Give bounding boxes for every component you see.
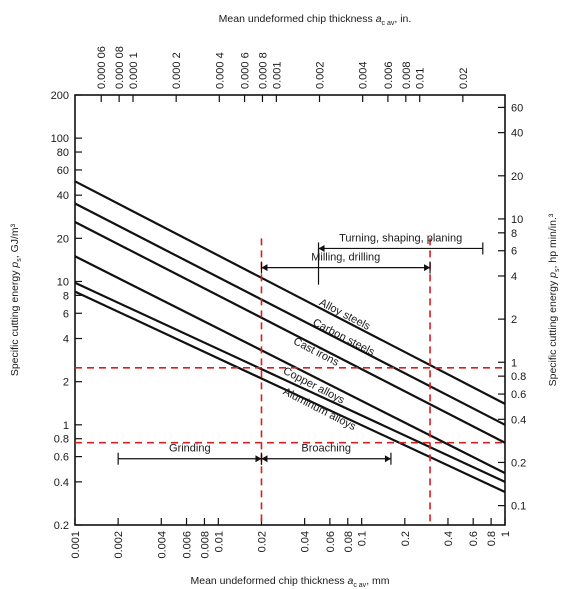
material-line <box>74 180 506 405</box>
operation-range-label: Grinding <box>169 443 211 455</box>
x-top-tick-label: 0.004 <box>358 61 370 89</box>
material-line <box>74 290 506 493</box>
x-bottom-tick-label: 0.06 <box>325 531 337 552</box>
y-right-tick-label: 0.2 <box>511 457 526 469</box>
y-left-tick-label: 200 <box>51 90 69 102</box>
y-right-tick-label: 10 <box>511 214 523 226</box>
x-bottom-tick-label: 0.08 <box>343 531 355 552</box>
y-right-tick-label: 20 <box>511 171 523 183</box>
x-bottom-tick-label: 0.1 <box>357 531 369 546</box>
material-line <box>74 202 506 426</box>
y-left-tick-label: 0.2 <box>54 520 69 532</box>
x-bottom-tick-label: 0.4 <box>443 531 455 546</box>
y-right-tick-label: 0.4 <box>511 414 526 426</box>
y-left-tick-label: 6 <box>63 308 69 320</box>
x-bottom-tick-label: 0.004 <box>156 531 168 559</box>
y-right-tick-label: 40 <box>511 128 523 140</box>
operation-range-arrowhead <box>424 264 431 272</box>
y-right-tick-label: 60 <box>511 102 523 114</box>
y-right-tick-label: 6 <box>511 246 517 258</box>
y-left-tick-label: 1 <box>63 420 69 432</box>
x-top-tick-label: 0.000 6 <box>240 52 252 89</box>
x-top-tick-label: 0.000 1 <box>128 52 140 89</box>
x-bottom-tick-label: 0.01 <box>213 531 225 552</box>
top-axis-title: Mean undeformed chip thickness ac av, in… <box>219 13 412 27</box>
material-label: Cast irons <box>291 335 341 369</box>
x-top-tick-label: 0.000 06 <box>96 46 108 89</box>
bottom-axis-title: Mean undeformed chip thickness ac av, mm <box>190 575 389 589</box>
plot-frame <box>74 94 506 526</box>
x-bottom-tick-label: 1 <box>500 531 512 537</box>
x-bottom-tick-label: 0.006 <box>182 531 194 559</box>
y-left-tick-label: 80 <box>57 147 69 159</box>
y-right-tick-label: 2 <box>511 314 517 326</box>
operation-range-arrowhead <box>318 244 325 252</box>
x-top-tick-label: 0.001 <box>271 61 283 89</box>
y-left-tick-label: 4 <box>63 334 69 346</box>
y-left-tick-label: 0.8 <box>54 434 69 446</box>
material-line <box>74 221 506 444</box>
y-left-tick-label: 100 <box>51 133 69 145</box>
y-left-tick-label: 8 <box>63 290 69 302</box>
x-bottom-tick-label: 0.8 <box>486 531 498 546</box>
material-line <box>74 281 506 483</box>
operation-range-label: Turning, shaping, planing <box>339 232 462 244</box>
x-bottom-tick-label: 0.2 <box>400 531 412 546</box>
x-bottom-tick-label: 0.04 <box>300 531 312 552</box>
y-left-tick-label: 0.4 <box>54 477 69 489</box>
y-left-tick-label: 40 <box>57 190 69 202</box>
right-axis-title: Specific cutting energy ps, hp min/in.³ <box>547 213 561 386</box>
left-axis-title: Specific cutting energy ps, GJ/m³ <box>9 223 23 376</box>
material-line <box>74 255 506 475</box>
x-bottom-tick-label: 0.001 <box>70 531 82 559</box>
y-right-tick-label: 1 <box>511 357 517 369</box>
x-top-tick-label: 0.008 <box>401 61 413 89</box>
x-top-tick-label: 0.01 <box>415 68 427 89</box>
operation-range-label: Broaching <box>301 443 351 455</box>
operation-range-arrowhead <box>261 455 268 463</box>
y-left-tick-label: 2 <box>63 377 69 389</box>
y-left-tick-label: 0.6 <box>54 452 69 464</box>
operation-range-label: Milling, drilling <box>311 252 380 264</box>
y-left-tick-label: 10 <box>57 276 69 288</box>
y-left-tick-label: 60 <box>57 165 69 177</box>
operation-range-arrowhead <box>255 455 262 463</box>
y-right-tick-label: 0.6 <box>511 389 526 401</box>
y-right-tick-label: 0.8 <box>511 371 526 383</box>
x-top-tick-label: 0.000 8 <box>257 52 269 89</box>
y-right-tick-label: 4 <box>511 271 517 283</box>
y-left-tick-label: 20 <box>57 233 69 245</box>
y-right-tick-label: 8 <box>511 228 517 240</box>
y-right-tick-label: 0.1 <box>511 501 526 513</box>
x-top-tick-label: 0.002 <box>315 61 327 89</box>
x-bottom-tick-label: 0.02 <box>256 531 268 552</box>
x-top-tick-label: 0.000 08 <box>114 46 126 89</box>
x-top-tick-label: 0.02 <box>458 68 470 89</box>
x-bottom-tick-label: 0.008 <box>199 531 211 559</box>
x-bottom-tick-label: 0.002 <box>113 531 125 559</box>
x-top-tick-label: 0.006 <box>383 61 395 89</box>
operation-range-arrowhead <box>261 264 268 272</box>
x-top-tick-label: 0.000 2 <box>171 52 183 89</box>
x-bottom-tick-label: 0.6 <box>468 531 480 546</box>
x-top-tick-label: 0.000 4 <box>214 52 226 89</box>
operation-range-arrowhead <box>384 455 391 463</box>
